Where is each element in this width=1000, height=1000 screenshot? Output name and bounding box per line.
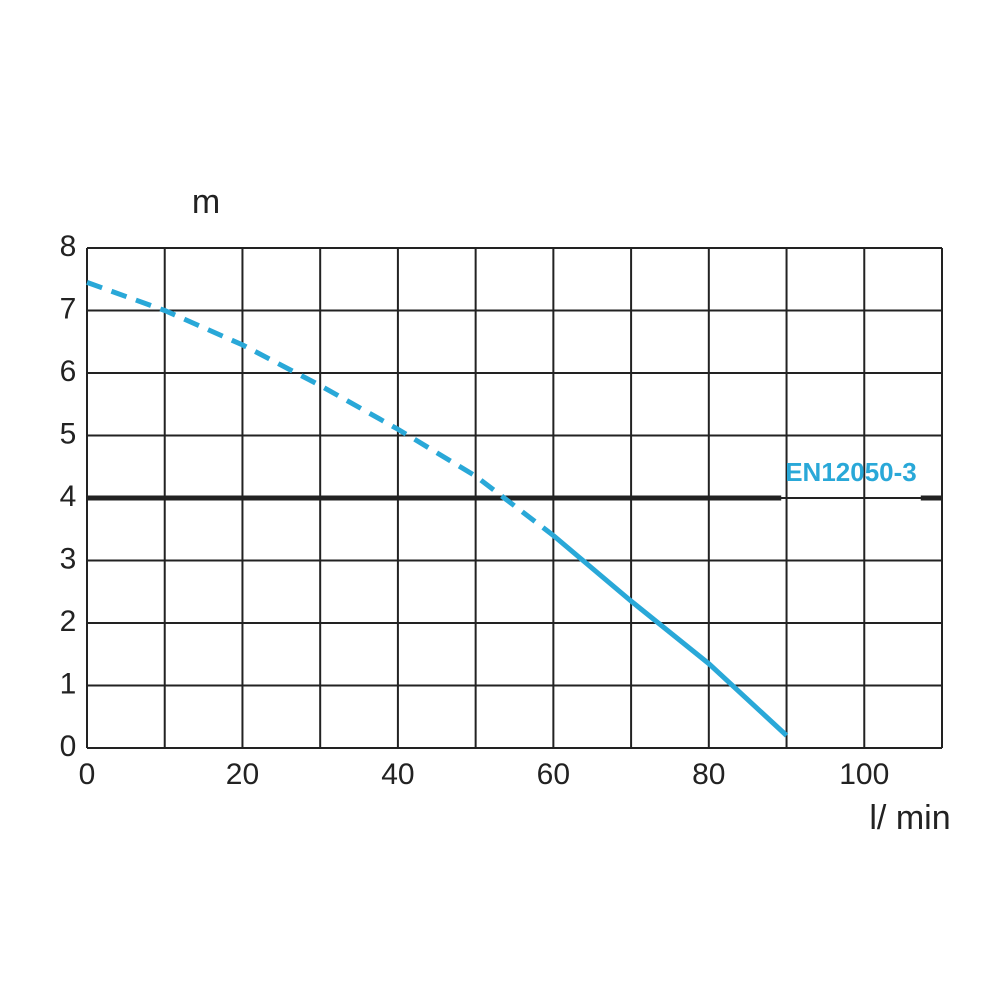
y-tick-label: 8 (60, 230, 77, 263)
x-tick-label: 0 (79, 758, 96, 791)
x-tick-label: 100 (839, 758, 889, 791)
y-tick-label: 5 (60, 417, 77, 450)
curve (86, 280, 555, 538)
x-tick-label: 40 (381, 758, 414, 791)
reference-label: EN12050-3 (785, 457, 917, 487)
curve (551, 533, 789, 738)
x-tick-label: 80 (692, 758, 725, 791)
y-tick-label: 0 (60, 730, 77, 763)
x-axis-label: l/ min (869, 799, 950, 837)
y-tick-label: 3 (60, 542, 77, 575)
y-tick-label: 4 (60, 480, 77, 513)
y-axis-label: m (192, 183, 220, 221)
y-tick-label: 6 (60, 355, 77, 388)
y-tick-label: 7 (60, 292, 77, 325)
x-tick-label: 20 (226, 758, 259, 791)
y-tick-label: 2 (60, 605, 77, 638)
y-tick-label: 1 (60, 667, 77, 700)
x-tick-label: 60 (537, 758, 570, 791)
